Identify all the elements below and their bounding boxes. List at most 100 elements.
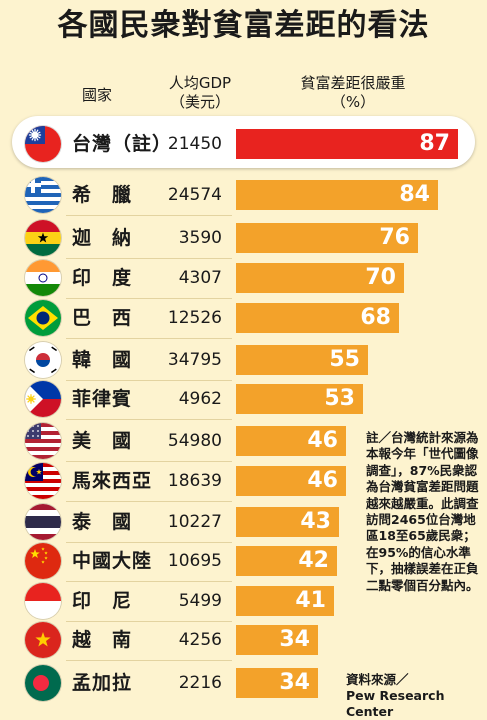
indonesia-flag-icon	[25, 583, 61, 619]
gdp-value: 24574	[167, 185, 222, 205]
chart-row: 美 國 54980 46	[0, 421, 487, 461]
vietnam-flag-icon	[25, 622, 61, 658]
country-label: 馬來西亞	[72, 470, 153, 492]
country-label: 迦 納	[72, 227, 133, 249]
row-divider	[66, 542, 232, 543]
country-label: 印 尼	[72, 590, 133, 612]
gdp-value: 34795	[167, 350, 222, 370]
gdp-value: 21450	[167, 134, 222, 154]
header-gap-line2: （%）	[330, 93, 376, 111]
chart-row: 馬來西亞 18639 46	[0, 461, 487, 501]
chart-row: 迦 納 3590 76	[0, 218, 487, 258]
chart-row: 泰 國 10227 43	[0, 502, 487, 542]
south-korea-flag-icon	[25, 342, 61, 378]
chart-row: 印 尼 5499 41	[0, 581, 487, 621]
gdp-value: 4256	[178, 630, 222, 650]
gdp-value: 18639	[167, 471, 222, 491]
chart-row: 越 南 4256 34	[0, 620, 487, 660]
country-label: 印 度	[72, 267, 133, 289]
bar: 43	[236, 507, 339, 537]
bar: 46	[236, 426, 346, 456]
row-divider	[66, 660, 232, 661]
china-flag-icon	[25, 543, 61, 579]
country-label: 越 南	[72, 629, 133, 651]
bar: 34	[236, 668, 318, 698]
bar: 87	[236, 129, 458, 159]
row-divider	[66, 419, 232, 420]
bar-value-label: 46	[307, 468, 338, 493]
gdp-value: 2216	[178, 673, 222, 693]
malaysia-flag-icon	[25, 463, 61, 499]
greece-flag-icon	[25, 177, 61, 213]
bar-value-label: 70	[365, 265, 396, 290]
row-divider	[66, 581, 232, 582]
chart-row: 希 臘 24574 84	[0, 175, 487, 215]
row-divider	[66, 621, 232, 622]
source-name: Pew Research Center	[346, 688, 445, 719]
bar-value-label: 34	[279, 670, 310, 695]
bar-value-label: 41	[295, 588, 326, 613]
chart-row: 印 度 4307 70	[0, 258, 487, 298]
header-gdp-line2: （美元）	[169, 93, 230, 111]
bangladesh-flag-icon	[25, 665, 61, 701]
source-label: 資料來源／	[346, 672, 409, 687]
header-gap-line1: 貧富差距很嚴重	[300, 74, 406, 92]
thailand-flag-icon	[25, 504, 61, 540]
bar-value-label: 42	[298, 548, 329, 573]
bar: 41	[236, 586, 334, 616]
india-flag-icon	[25, 260, 61, 296]
country-label: 中國大陸	[72, 550, 153, 572]
bar-value-label: 84	[399, 182, 430, 207]
gdp-value: 4962	[178, 389, 222, 409]
page-title: 各國民衆對貧富差距的看法	[57, 8, 430, 43]
bar-value-label: 34	[279, 627, 310, 652]
country-label: 孟加拉	[72, 672, 133, 694]
bar: 46	[236, 466, 346, 496]
row-divider	[66, 501, 232, 502]
bar-value-label: 76	[379, 225, 410, 250]
row-divider	[66, 338, 232, 339]
philippines-flag-icon	[25, 381, 61, 417]
row-divider	[66, 298, 232, 299]
header-gap: 貧富差距很嚴重 （%）	[268, 74, 438, 112]
header-country-label: 國家	[81, 86, 112, 104]
gdp-value: 12526	[167, 308, 222, 328]
row-divider	[66, 258, 232, 259]
country-label: 巴 西	[72, 307, 133, 329]
bar: 70	[236, 263, 404, 293]
bar: 34	[236, 625, 318, 655]
country-label: 韓 國	[72, 349, 133, 371]
brazil-flag-icon	[25, 300, 61, 336]
bar: 84	[236, 180, 438, 210]
bar: 76	[236, 223, 418, 253]
gdp-value: 4307	[178, 268, 222, 288]
gdp-value: 3590	[178, 228, 222, 248]
bar-value-label: 43	[300, 509, 331, 534]
country-label: 菲律賓	[72, 388, 133, 410]
bar: 68	[236, 303, 399, 333]
chart-row: 巴 西 12526 68	[0, 298, 487, 338]
footnote: 註／台灣統計來源為本報今年「世代圖像調查」，87%民衆認為台灣貧富差距問題越來越…	[366, 430, 479, 593]
country-label: 台灣（註）	[72, 133, 173, 155]
chart-row: 台灣（註） 21450 87	[0, 124, 487, 164]
country-label: 泰 國	[72, 511, 133, 533]
bar: 42	[236, 546, 337, 576]
ghana-flag-icon	[25, 220, 61, 256]
country-label: 希 臘	[72, 184, 133, 206]
bar-value-label: 46	[307, 428, 338, 453]
gdp-value: 10695	[167, 551, 222, 571]
gdp-value: 5499	[178, 591, 222, 611]
bar-value-label: 68	[360, 305, 391, 330]
gdp-value: 10227	[167, 512, 222, 532]
header-country: 國家	[62, 86, 132, 105]
bar-value-label: 53	[324, 386, 355, 411]
bar-value-label: 55	[329, 347, 360, 372]
row-divider	[66, 215, 232, 216]
chart-row: 孟加拉 2216 34	[0, 663, 487, 703]
bar: 53	[236, 384, 363, 414]
taiwan-flag-icon	[25, 126, 61, 162]
header-gdp: 人均GDP （美元）	[150, 74, 250, 112]
usa-flag-icon	[25, 423, 61, 459]
header-gdp-line1: 人均GDP	[168, 74, 232, 92]
